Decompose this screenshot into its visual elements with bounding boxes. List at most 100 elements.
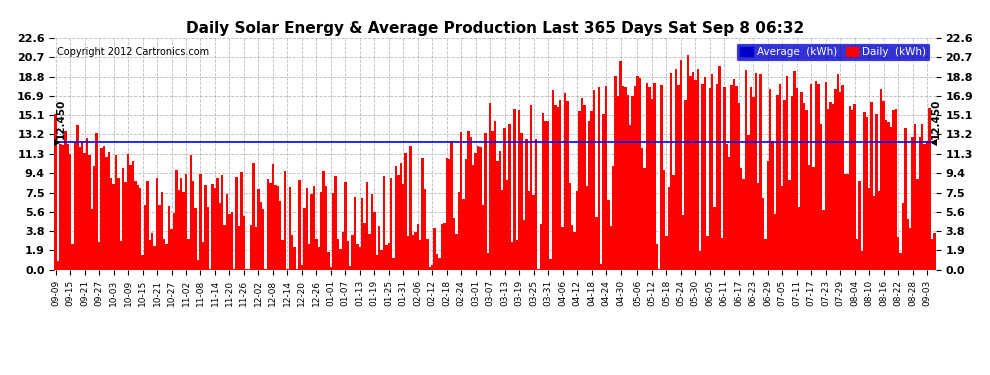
Bar [151,233,153,270]
Bar [556,107,559,270]
Bar [284,171,286,270]
Bar [644,168,645,270]
Bar [742,179,744,270]
Bar [467,131,469,270]
Bar [132,160,134,270]
Bar [103,146,105,270]
Bar [907,219,909,270]
Bar [699,251,701,270]
Bar [916,179,919,270]
Bar [474,153,477,270]
Bar [405,153,407,270]
Bar [306,188,308,270]
Bar [672,175,675,270]
Bar [655,244,658,270]
Bar [530,105,533,270]
Bar [818,84,820,270]
Bar [504,128,506,270]
Bar [912,136,914,270]
Bar [653,82,655,270]
Bar [885,120,887,270]
Bar [221,176,224,270]
Bar [581,98,583,270]
Bar [180,178,182,270]
Bar [378,226,380,270]
Bar [91,209,93,270]
Bar [409,146,412,270]
Bar [61,145,64,270]
Bar [571,225,573,270]
Bar [335,176,337,270]
Bar [810,84,813,270]
Bar [815,81,818,270]
Bar [776,94,779,270]
Bar [457,192,460,270]
Bar [185,174,187,270]
Bar [412,235,414,270]
Bar [929,108,931,270]
Bar [187,239,190,270]
Bar [88,154,91,270]
Bar [662,170,665,270]
Bar [830,102,832,270]
Bar [835,89,837,270]
Bar [417,224,419,270]
Bar [546,121,549,270]
Bar [890,127,892,270]
Bar [160,192,163,270]
Bar [436,254,439,270]
Bar [279,201,281,270]
Bar [554,105,556,270]
Bar [66,144,69,270]
Bar [921,124,924,270]
Bar [385,244,387,270]
Bar [315,239,318,270]
Bar [402,184,405,270]
Bar [400,163,402,270]
Bar [902,203,904,270]
Bar [192,181,194,270]
Bar [706,236,709,270]
Bar [687,56,689,270]
Bar [226,194,229,270]
Bar [704,77,706,270]
Bar [477,146,479,270]
Bar [926,141,929,270]
Bar [465,159,467,270]
Bar [774,214,776,270]
Bar [122,168,125,270]
Bar [472,165,474,270]
Bar [675,69,677,270]
Bar [764,238,766,270]
Bar [593,90,595,270]
Bar [761,198,764,270]
Bar [342,232,345,270]
Bar [523,220,525,270]
Bar [860,251,863,270]
Bar [296,268,298,270]
Bar [697,69,699,270]
Bar [238,226,241,270]
Bar [303,207,306,270]
Bar [289,186,291,270]
Bar [479,147,482,270]
Bar [525,140,528,270]
Bar [390,178,392,270]
Bar [843,174,846,270]
Bar [808,165,810,270]
Bar [639,78,642,270]
Bar [637,76,639,270]
Bar [783,99,786,270]
Bar [59,144,61,270]
Bar [709,88,711,270]
Bar [168,206,170,270]
Bar [757,183,759,270]
Bar [680,60,682,270]
Bar [211,184,214,270]
Bar [634,86,637,270]
Bar [670,73,672,270]
Bar [642,148,644,270]
Bar [74,142,76,270]
Bar [665,236,667,270]
Bar [348,267,351,270]
